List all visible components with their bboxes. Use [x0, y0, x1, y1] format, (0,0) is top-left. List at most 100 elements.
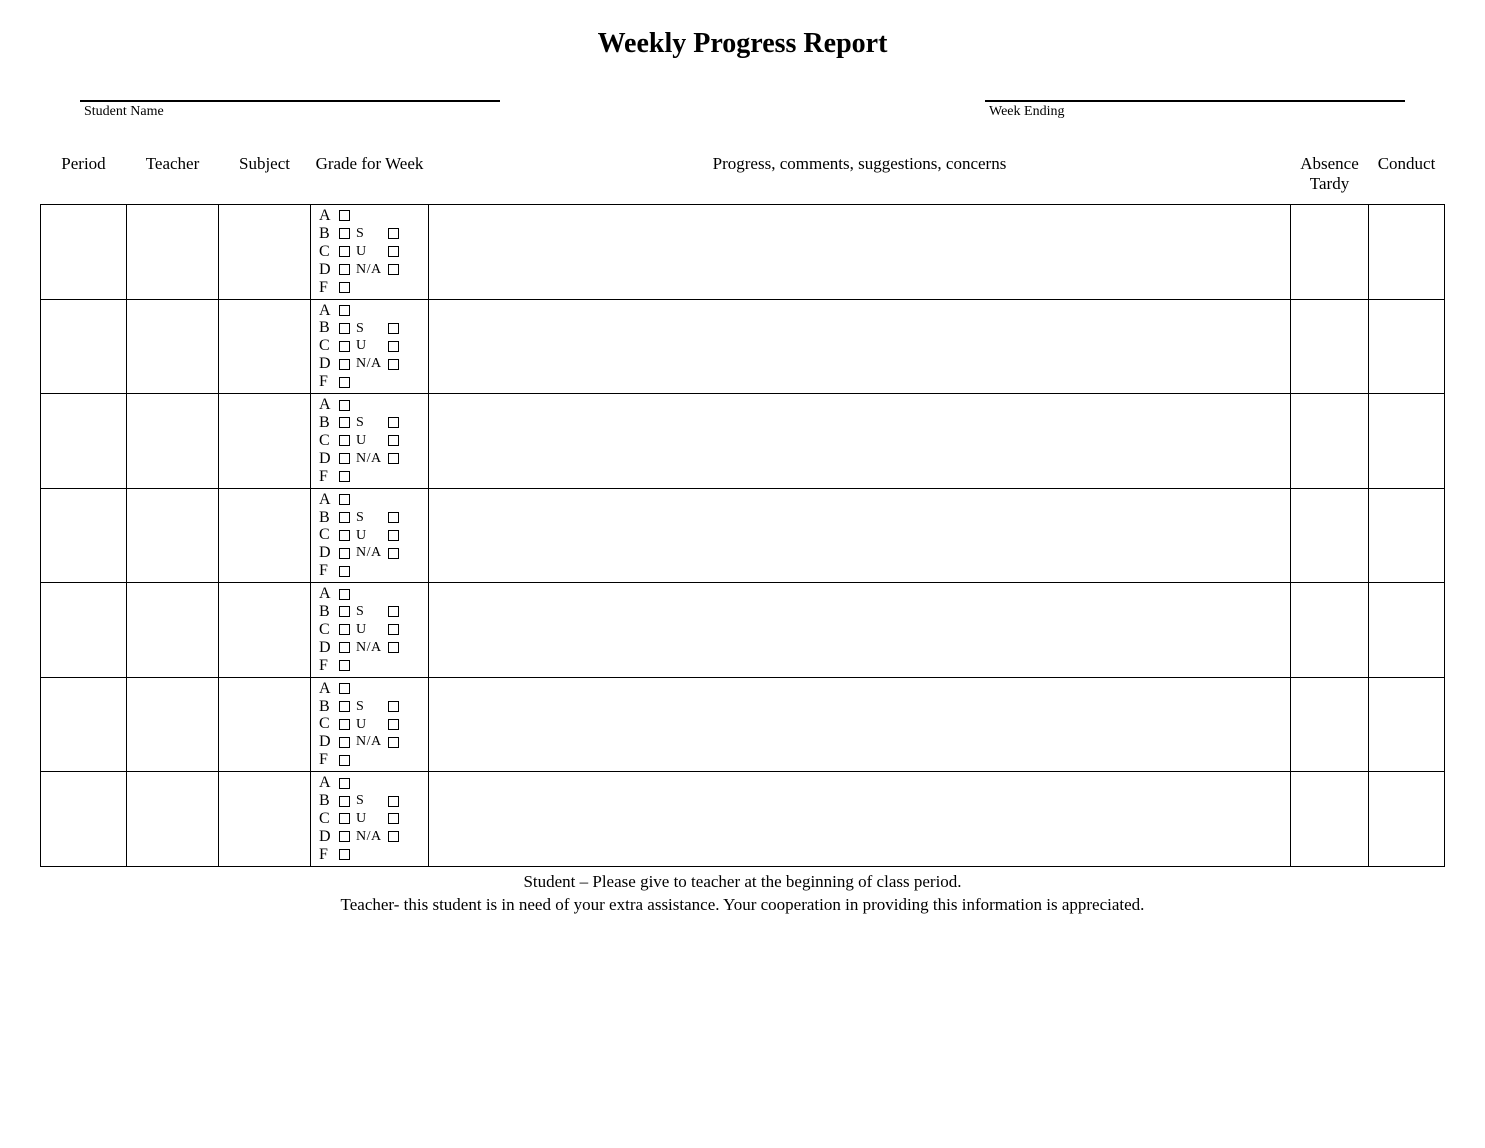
grade-checkbox[interactable] — [339, 683, 350, 694]
grade-checkbox[interactable] — [339, 377, 350, 388]
cell-subject[interactable] — [219, 205, 311, 300]
grade-checkbox[interactable] — [388, 417, 399, 428]
cell-conduct[interactable] — [1369, 205, 1445, 300]
grade-checkbox[interactable] — [388, 341, 399, 352]
grade-checkbox[interactable] — [339, 813, 350, 824]
cell-teacher[interactable] — [127, 677, 219, 772]
cell-conduct[interactable] — [1369, 488, 1445, 583]
grade-checkbox[interactable] — [388, 359, 399, 370]
grade-checkbox[interactable] — [339, 548, 350, 559]
cell-conduct[interactable] — [1369, 394, 1445, 489]
cell-progress[interactable] — [429, 205, 1291, 300]
cell-period[interactable] — [41, 299, 127, 394]
grade-checkbox[interactable] — [388, 796, 399, 807]
grade-checkbox[interactable] — [339, 246, 350, 257]
cell-teacher[interactable] — [127, 205, 219, 300]
grade-checkbox[interactable] — [339, 210, 350, 221]
cell-teacher[interactable] — [127, 583, 219, 678]
cell-subject[interactable] — [219, 772, 311, 867]
cell-period[interactable] — [41, 677, 127, 772]
grade-checkbox[interactable] — [388, 453, 399, 464]
grade-checkbox[interactable] — [339, 719, 350, 730]
grade-checkbox[interactable] — [339, 849, 350, 860]
cell-progress[interactable] — [429, 677, 1291, 772]
cell-period[interactable] — [41, 583, 127, 678]
cell-progress[interactable] — [429, 299, 1291, 394]
grade-checkbox[interactable] — [388, 228, 399, 239]
cell-conduct[interactable] — [1369, 583, 1445, 678]
grade-checkbox[interactable] — [339, 417, 350, 428]
grade-checkbox[interactable] — [339, 341, 350, 352]
cell-conduct[interactable] — [1369, 772, 1445, 867]
grade-checkbox[interactable] — [388, 435, 399, 446]
cell-progress[interactable] — [429, 394, 1291, 489]
grade-checkbox[interactable] — [339, 566, 350, 577]
cell-period[interactable] — [41, 772, 127, 867]
grade-checkbox[interactable] — [339, 228, 350, 239]
cell-teacher[interactable] — [127, 394, 219, 489]
grade-checkbox[interactable] — [388, 512, 399, 523]
cell-absence[interactable] — [1291, 583, 1369, 678]
cell-grade: ABSCUDN/AF — [311, 488, 429, 583]
grade-checkbox[interactable] — [339, 796, 350, 807]
grade-checkbox[interactable] — [339, 512, 350, 523]
grade-checkbox[interactable] — [388, 737, 399, 748]
cell-progress[interactable] — [429, 583, 1291, 678]
grade-checkbox[interactable] — [339, 530, 350, 541]
grade-checkbox[interactable] — [388, 831, 399, 842]
cell-teacher[interactable] — [127, 772, 219, 867]
grade-checkbox[interactable] — [388, 548, 399, 559]
cell-period[interactable] — [41, 205, 127, 300]
grade-checkbox[interactable] — [339, 642, 350, 653]
grade-checkbox[interactable] — [339, 471, 350, 482]
grade-checkbox[interactable] — [339, 831, 350, 842]
cell-absence[interactable] — [1291, 677, 1369, 772]
grade-checkbox[interactable] — [339, 701, 350, 712]
cell-subject[interactable] — [219, 583, 311, 678]
cell-conduct[interactable] — [1369, 677, 1445, 772]
grade-checkbox[interactable] — [388, 813, 399, 824]
grade-checkbox[interactable] — [339, 400, 350, 411]
cell-subject[interactable] — [219, 394, 311, 489]
grade-checkbox[interactable] — [388, 323, 399, 334]
grade-checkbox[interactable] — [388, 719, 399, 730]
grade-checkbox[interactable] — [339, 755, 350, 766]
grade-checkbox[interactable] — [339, 494, 350, 505]
grade-letter: C — [319, 243, 333, 261]
cell-absence[interactable] — [1291, 205, 1369, 300]
grade-checkbox[interactable] — [339, 606, 350, 617]
grade-checkbox[interactable] — [339, 435, 350, 446]
cell-period[interactable] — [41, 394, 127, 489]
cell-absence[interactable] — [1291, 488, 1369, 583]
cell-progress[interactable] — [429, 488, 1291, 583]
grade-checkbox[interactable] — [388, 246, 399, 257]
grade-checkbox[interactable] — [339, 323, 350, 334]
cell-absence[interactable] — [1291, 772, 1369, 867]
grade-checkbox[interactable] — [339, 737, 350, 748]
cell-absence[interactable] — [1291, 299, 1369, 394]
grade-checkbox[interactable] — [339, 282, 350, 293]
grade-checkbox[interactable] — [339, 264, 350, 275]
cell-subject[interactable] — [219, 299, 311, 394]
grade-checkbox[interactable] — [388, 606, 399, 617]
cell-period[interactable] — [41, 488, 127, 583]
grade-checkbox[interactable] — [388, 264, 399, 275]
cell-teacher[interactable] — [127, 488, 219, 583]
grade-checkbox[interactable] — [339, 453, 350, 464]
cell-subject[interactable] — [219, 488, 311, 583]
grade-checkbox[interactable] — [339, 624, 350, 635]
cell-progress[interactable] — [429, 772, 1291, 867]
cell-conduct[interactable] — [1369, 299, 1445, 394]
grade-checkbox[interactable] — [388, 530, 399, 541]
grade-checkbox[interactable] — [339, 589, 350, 600]
grade-checkbox[interactable] — [339, 778, 350, 789]
grade-checkbox[interactable] — [339, 660, 350, 671]
grade-checkbox[interactable] — [388, 701, 399, 712]
grade-checkbox[interactable] — [339, 305, 350, 316]
cell-absence[interactable] — [1291, 394, 1369, 489]
grade-checkbox[interactable] — [339, 359, 350, 370]
cell-teacher[interactable] — [127, 299, 219, 394]
grade-checkbox[interactable] — [388, 624, 399, 635]
grade-checkbox[interactable] — [388, 642, 399, 653]
cell-subject[interactable] — [219, 677, 311, 772]
